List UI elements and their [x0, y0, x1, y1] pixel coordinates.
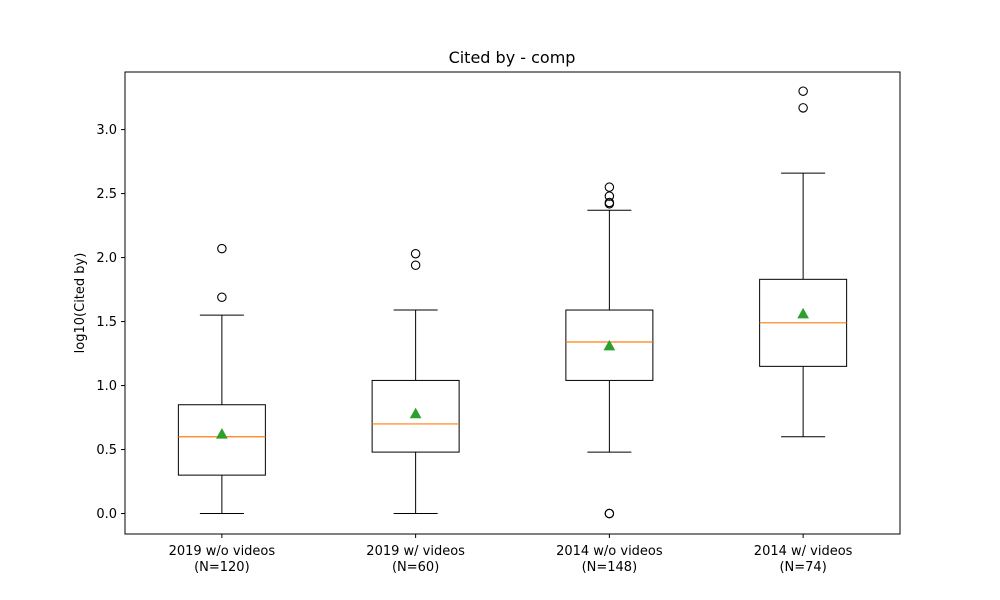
- x-tick-count-label: (N=60): [392, 560, 439, 575]
- mean-marker: [797, 307, 809, 319]
- y-tick-label: 0.0: [96, 507, 117, 522]
- outlier-point: [604, 508, 615, 519]
- x-tick-count-label: (N=120): [194, 560, 250, 575]
- y-tick-label: 3.0: [96, 123, 117, 138]
- y-tick-label: 2.0: [96, 251, 117, 266]
- x-tick-label: 2019 w/ videos: [366, 544, 465, 559]
- x-tick-label: 2014 w/o videos: [556, 544, 663, 559]
- y-axis-label: log10(Cited by): [73, 253, 88, 354]
- iqr-box: [371, 379, 460, 453]
- mean-marker: [409, 407, 422, 419]
- iqr-box: [565, 309, 654, 381]
- plot-frame: [124, 71, 901, 535]
- outlier-point: [798, 86, 808, 96]
- chart-title: Cited by - comp: [449, 48, 576, 67]
- y-tick-label: 1.5: [96, 315, 117, 330]
- y-tick-label: 0.5: [96, 443, 117, 458]
- outlier-point: [217, 292, 227, 302]
- x-tick-count-label: (N=148): [582, 560, 638, 575]
- x-tick-label: 2014 w/ videos: [754, 544, 853, 559]
- iqr-box: [177, 404, 266, 476]
- x-tick-label: 2019 w/o videos: [169, 544, 276, 559]
- outlier-point: [604, 197, 615, 208]
- mean-marker: [603, 339, 616, 351]
- outlier-point: [410, 260, 421, 270]
- y-tick-label: 2.5: [96, 187, 117, 202]
- x-tick-count-label: (N=74): [779, 560, 826, 575]
- outlier-point: [798, 103, 808, 113]
- y-tick-label: 1.0: [96, 379, 117, 394]
- outlier-point: [410, 248, 421, 259]
- mean-marker: [216, 428, 228, 439]
- outlier-point: [604, 191, 615, 201]
- outlier-point: [217, 243, 227, 254]
- outlier-point: [604, 182, 615, 192]
